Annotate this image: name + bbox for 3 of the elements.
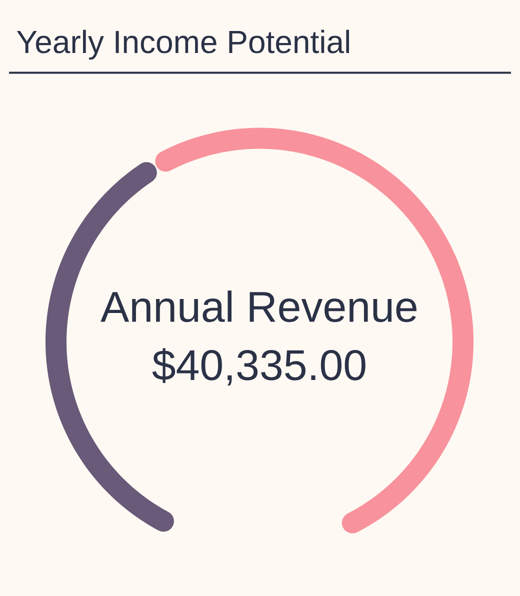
text: Annual Revenue (100, 290, 416, 322)
text: $40,335.00 (152, 348, 366, 386)
chart-title: Yearly Income Potential (16, 30, 350, 60)
